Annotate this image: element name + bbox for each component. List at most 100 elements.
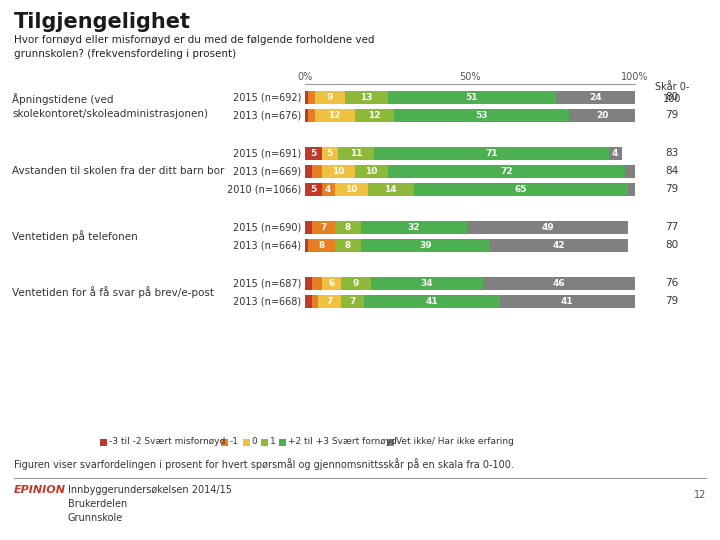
Text: -3 til -2 Svært misfornøyd: -3 til -2 Svært misfornøyd	[109, 437, 225, 447]
Bar	[387, 165, 625, 178]
Text: 100%: 100%	[621, 72, 649, 82]
Bar	[312, 165, 322, 178]
Text: 5: 5	[310, 185, 316, 193]
Text: 2015 (n=692): 2015 (n=692)	[233, 92, 301, 102]
Text: 84: 84	[665, 166, 679, 176]
Text: 77: 77	[665, 222, 679, 232]
Bar	[305, 294, 312, 307]
Bar	[322, 183, 335, 195]
Bar	[368, 183, 414, 195]
Bar	[414, 183, 629, 195]
Text: 5: 5	[310, 148, 316, 158]
Text: 46: 46	[553, 279, 565, 287]
Bar	[341, 276, 371, 289]
Bar	[569, 109, 635, 122]
Text: 7: 7	[327, 296, 333, 306]
Text: 12: 12	[368, 111, 381, 119]
Text: 83: 83	[665, 148, 679, 158]
Text: 39: 39	[419, 240, 432, 249]
Bar	[394, 109, 569, 122]
Bar	[500, 294, 635, 307]
Text: 12: 12	[693, 490, 706, 500]
Bar	[318, 294, 341, 307]
Bar	[279, 438, 286, 445]
Text: 72: 72	[500, 166, 513, 176]
Bar	[629, 183, 635, 195]
Bar	[308, 91, 315, 104]
Text: 80: 80	[665, 240, 678, 250]
Bar	[335, 183, 368, 195]
Bar	[625, 165, 635, 178]
Bar	[608, 146, 622, 159]
Bar	[305, 183, 322, 195]
Text: 13: 13	[360, 92, 372, 102]
Bar	[361, 220, 467, 233]
Text: 0: 0	[252, 437, 258, 447]
Bar	[312, 276, 322, 289]
Text: 9: 9	[327, 92, 333, 102]
Bar	[483, 276, 635, 289]
Text: 32: 32	[408, 222, 420, 232]
Text: EPINION: EPINION	[14, 485, 66, 495]
Text: 2013 (n=668): 2013 (n=668)	[233, 296, 301, 306]
Text: 6: 6	[328, 279, 335, 287]
Bar	[322, 146, 338, 159]
Text: 12: 12	[328, 111, 341, 119]
Text: 4: 4	[325, 185, 331, 193]
Text: 41: 41	[426, 296, 438, 306]
Bar	[100, 438, 107, 445]
Text: 79: 79	[665, 184, 679, 194]
Text: 2013 (n=664): 2013 (n=664)	[233, 240, 301, 250]
Bar	[322, 276, 341, 289]
Bar	[305, 109, 308, 122]
Text: 8: 8	[345, 222, 351, 232]
Text: 14: 14	[384, 185, 397, 193]
Bar	[364, 294, 500, 307]
Bar	[374, 146, 608, 159]
Text: 8: 8	[318, 240, 325, 249]
Text: 7: 7	[350, 296, 356, 306]
Text: 50%: 50%	[459, 72, 481, 82]
Text: 8: 8	[345, 240, 351, 249]
Bar	[315, 91, 345, 104]
Bar	[345, 91, 387, 104]
Text: 76: 76	[665, 278, 679, 288]
Text: 79: 79	[665, 296, 679, 306]
Bar	[371, 276, 483, 289]
Text: 71: 71	[485, 148, 498, 158]
Text: Figuren viser svarfordelingen i prosent for hvert spørsmål og gjennomsnittsskår : Figuren viser svarfordelingen i prosent …	[14, 458, 514, 470]
Bar	[556, 91, 635, 104]
Text: 10: 10	[345, 185, 357, 193]
Text: Avstanden til skolen fra der ditt barn bor: Avstanden til skolen fra der ditt barn b…	[12, 166, 225, 176]
Bar	[387, 438, 395, 445]
Text: 9: 9	[353, 279, 359, 287]
Bar	[315, 109, 354, 122]
Bar	[305, 91, 308, 104]
Bar	[312, 220, 335, 233]
Bar	[305, 165, 312, 178]
Bar	[335, 220, 361, 233]
Text: 2015 (n=691): 2015 (n=691)	[233, 148, 301, 158]
Bar	[308, 109, 315, 122]
Text: 10: 10	[365, 166, 377, 176]
Text: 2013 (n=669): 2013 (n=669)	[233, 166, 301, 176]
Bar	[305, 239, 308, 252]
Text: 11: 11	[350, 148, 362, 158]
Text: -1: -1	[230, 437, 238, 447]
Text: Åpningstidene (ved
skolekontoret/skoleadministrasjonen): Åpningstidene (ved skolekontoret/skolead…	[12, 93, 208, 119]
Bar	[308, 239, 335, 252]
Bar	[305, 146, 322, 159]
Bar	[322, 165, 354, 178]
Bar	[312, 294, 318, 307]
Text: 34: 34	[420, 279, 433, 287]
Text: 79: 79	[665, 110, 679, 120]
Bar	[387, 91, 556, 104]
Text: 24: 24	[589, 92, 602, 102]
Text: 53: 53	[475, 111, 488, 119]
Text: 10: 10	[332, 166, 344, 176]
Text: +2 til +3 Svært fornøyd: +2 til +3 Svært fornøyd	[288, 437, 397, 447]
Bar	[490, 239, 629, 252]
Text: Hvor fornøyd eller misfornøyd er du med de følgende forholdene ved
grunnskolen? : Hvor fornøyd eller misfornøyd er du med …	[14, 35, 374, 59]
Text: 42: 42	[553, 240, 565, 249]
Bar	[335, 239, 361, 252]
